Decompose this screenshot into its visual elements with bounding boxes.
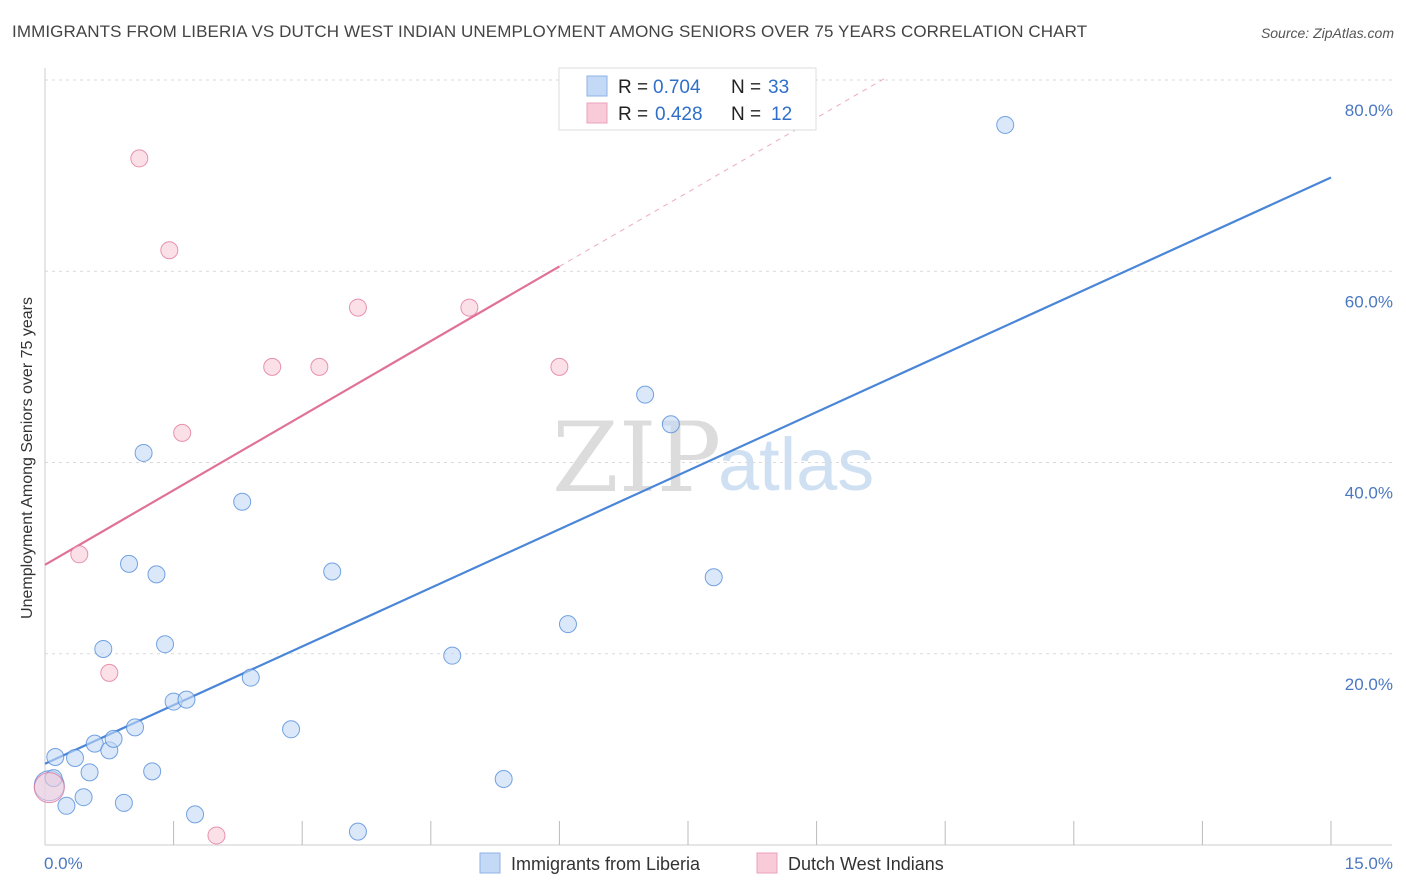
data-point-dutch bbox=[460, 298, 479, 317]
data-point-liberia bbox=[46, 748, 65, 767]
y-tick-label: 20.0% bbox=[1345, 675, 1393, 694]
data-point-liberia bbox=[348, 822, 367, 841]
data-point-dutch bbox=[348, 298, 367, 317]
legend-swatch-bottom-dutch bbox=[756, 852, 778, 874]
series-legend: Immigrants from Liberia Dutch West India… bbox=[479, 852, 944, 874]
data-point-liberia bbox=[443, 646, 462, 665]
data-point-liberia bbox=[147, 565, 166, 584]
data-point-liberia bbox=[282, 720, 301, 739]
y-tick-label: 40.0% bbox=[1345, 484, 1393, 503]
trend-line bbox=[559, 77, 886, 267]
legend-label-dutch: Dutch West Indians bbox=[788, 854, 944, 874]
data-point-liberia bbox=[323, 562, 342, 581]
data-point-liberia bbox=[233, 492, 252, 511]
legend-swatch-bottom-liberia bbox=[479, 852, 501, 874]
data-point-dutch bbox=[263, 357, 282, 376]
data-point-liberia bbox=[85, 734, 104, 753]
trend-lines bbox=[44, 77, 1332, 765]
data-point-liberia bbox=[177, 690, 196, 709]
data-point-dutch bbox=[33, 772, 65, 804]
chart-title: IMMIGRANTS FROM LIBERIA VS DUTCH WEST IN… bbox=[12, 22, 1088, 41]
data-point-dutch bbox=[130, 149, 149, 168]
data-point-liberia bbox=[126, 718, 145, 737]
data-point-liberia bbox=[57, 796, 76, 815]
legend-n-label-1: N = bbox=[731, 77, 761, 98]
trend-line bbox=[44, 176, 1332, 765]
legend-r-value-2: 0.428 bbox=[655, 104, 703, 125]
trend-line bbox=[44, 265, 560, 566]
legend-n-value-2: 12 bbox=[771, 104, 792, 125]
data-point-liberia bbox=[494, 770, 513, 789]
correlation-legend: R = 0.704 N = 33 R = 0.428 N = 12 bbox=[558, 67, 817, 131]
legend-r-value-1: 0.704 bbox=[653, 77, 701, 98]
data-point-dutch bbox=[550, 357, 569, 376]
y-axis-label: Unemployment Among Seniors over 75 years bbox=[19, 297, 36, 619]
source-credit: Source: ZipAtlas.com bbox=[1260, 25, 1394, 41]
data-point-liberia bbox=[241, 668, 260, 687]
data-point-liberia bbox=[104, 729, 123, 748]
data-point-liberia bbox=[94, 639, 113, 658]
data-point-dutch bbox=[100, 663, 119, 682]
data-point-liberia bbox=[156, 635, 175, 654]
gridlines bbox=[45, 79, 1392, 655]
axis-ticks: 20.0% 40.0% 60.0% 80.0% 0.0% 15.0% bbox=[44, 101, 1393, 873]
data-point-liberia bbox=[80, 763, 99, 782]
data-point-liberia bbox=[120, 554, 139, 573]
legend-swatch-dutch bbox=[586, 102, 608, 124]
data-points bbox=[33, 115, 1015, 845]
legend-n-label-2: N = bbox=[731, 104, 761, 125]
data-point-liberia bbox=[186, 805, 205, 824]
y-tick-label: 60.0% bbox=[1345, 292, 1393, 311]
legend-label-liberia: Immigrants from Liberia bbox=[511, 854, 701, 874]
data-point-dutch bbox=[160, 241, 179, 260]
data-point-liberia bbox=[636, 385, 655, 404]
data-point-liberia bbox=[558, 615, 577, 634]
y-tick-label: 80.0% bbox=[1345, 101, 1393, 120]
watermark-atlas: atlas bbox=[718, 423, 874, 506]
data-point-dutch bbox=[310, 357, 329, 376]
legend-r-label-1: R = bbox=[618, 77, 648, 98]
data-point-dutch bbox=[207, 826, 226, 845]
legend-n-value-1: 33 bbox=[768, 77, 789, 98]
data-point-liberia bbox=[996, 115, 1015, 134]
x-tick-label: 15.0% bbox=[1345, 854, 1393, 873]
axes bbox=[44, 68, 1392, 846]
x-tick-label: 0.0% bbox=[44, 854, 83, 873]
data-point-liberia bbox=[114, 793, 133, 812]
data-point-liberia bbox=[143, 762, 162, 781]
data-point-liberia bbox=[134, 443, 153, 462]
data-point-liberia bbox=[704, 568, 723, 587]
legend-swatch-liberia bbox=[586, 75, 608, 97]
data-point-liberia bbox=[74, 788, 93, 807]
data-point-liberia bbox=[661, 415, 680, 434]
legend-r-label-2: R = bbox=[618, 104, 648, 125]
data-point-liberia bbox=[66, 748, 85, 767]
data-point-dutch bbox=[173, 423, 192, 442]
data-point-dutch bbox=[70, 545, 89, 564]
watermark-zip: ZIP bbox=[552, 402, 721, 514]
